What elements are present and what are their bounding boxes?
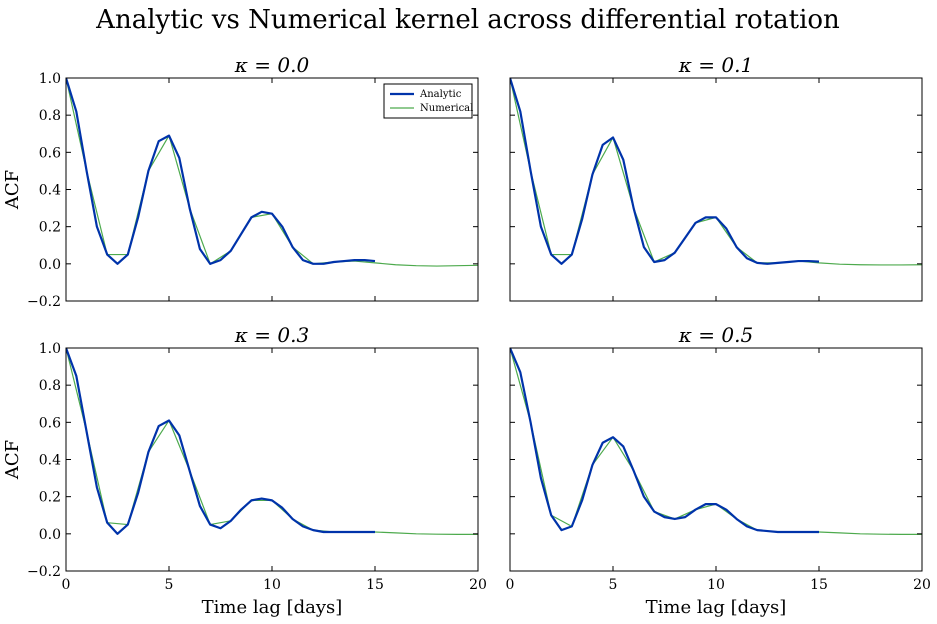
- x-tick-label: 15: [366, 577, 384, 593]
- figure-title: Analytic vs Numerical kernel across diff…: [95, 5, 840, 35]
- series-analytic-line: [66, 348, 375, 535]
- x-tick-label: 10: [263, 577, 281, 593]
- y-axis-label: ACF: [2, 440, 23, 480]
- panel-0: −0.2 0.0 0.2 0.4 0.6 0.8 1.0 κ = 0.0 ACF Analytic…: [2, 53, 479, 310]
- x-axis-label: Time lag [days]: [202, 597, 343, 618]
- y-tick-label: −0.2: [27, 294, 61, 310]
- panel-title: κ = 0.0: [234, 53, 310, 77]
- x-tick-label: 10: [707, 577, 725, 593]
- panel-3: 0 5 10 15 20 κ = 0.5 Time lag [days]: [506, 323, 931, 618]
- panel-2: −0.2 0.0 0.2 0.4 0.6 0.8 1.0 0 5 10 15 20 κ = 0.3 ACF…: [2, 323, 487, 618]
- panel-title: κ = 0.5: [678, 323, 753, 347]
- panels-container: −0.2 0.0 0.2 0.4 0.6 0.8 1.0 κ = 0.0 ACF Analytic…: [2, 53, 931, 618]
- y-axis-label: ACF: [2, 170, 23, 210]
- y-tick-label: 0.4: [39, 183, 61, 199]
- y-tick-label: 1.0: [39, 341, 61, 357]
- series-analytic-line: [66, 78, 376, 265]
- series-numerical-line: [510, 348, 922, 535]
- legend-numerical-label: Numerical: [420, 103, 473, 114]
- series-numerical-line: [510, 78, 922, 266]
- legend: Analytic Numerical: [383, 83, 473, 119]
- x-tick-label: 5: [609, 577, 618, 593]
- plot-frame: [65, 347, 479, 572]
- x-tick-label: 15: [810, 577, 828, 593]
- y-tick-label: 1.0: [39, 71, 61, 87]
- panel-title: κ = 0.1: [678, 53, 753, 77]
- plot-frame: [509, 347, 923, 572]
- x-tick-label: 20: [913, 577, 931, 593]
- panel-1: κ = 0.1: [509, 53, 923, 302]
- y-tick-label: 0.0: [39, 527, 61, 543]
- y-tick-label: 0.6: [39, 415, 61, 431]
- legend-analytic-label: Analytic: [419, 89, 462, 100]
- x-tick-label: 20: [469, 577, 487, 593]
- x-axis-label: Time lag [days]: [646, 597, 787, 618]
- panel-title: κ = 0.3: [234, 323, 309, 347]
- plot-frame: [509, 77, 923, 302]
- y-tick-label: 0.8: [39, 108, 61, 124]
- y-tick-label: 0.6: [39, 145, 61, 161]
- legend-box: [383, 83, 473, 119]
- x-tick-label: 5: [165, 577, 174, 593]
- y-tick-label: 0.8: [39, 378, 61, 394]
- y-tick-label: 0.2: [39, 490, 61, 506]
- series-numerical-line: [66, 348, 478, 535]
- series-analytic-line: [510, 348, 819, 534]
- y-tick-label: 0.2: [39, 220, 61, 236]
- series-analytic-line: [510, 78, 820, 265]
- x-tick-label: 0: [506, 577, 515, 593]
- y-tick-label: −0.2: [27, 564, 61, 580]
- y-tick-label: 0.4: [39, 453, 61, 469]
- x-tick-label: 0: [62, 577, 71, 593]
- y-tick-label: 0.0: [39, 257, 61, 273]
